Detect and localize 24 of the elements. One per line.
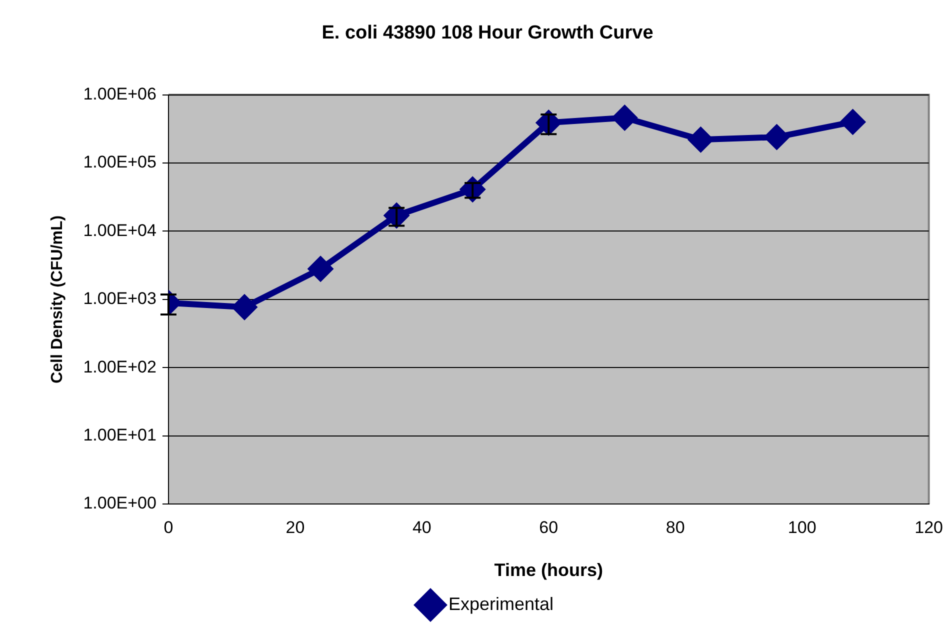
- point: [840, 110, 865, 134]
- x-tick-label: 80: [666, 518, 685, 537]
- x-axis-title: Time (hours): [494, 560, 603, 580]
- x-tick-label: 20: [286, 518, 305, 537]
- chart-title: E. coli 43890 108 Hour Growth Curve: [322, 22, 654, 44]
- x-tick-label: 0: [164, 518, 174, 537]
- x-tick-label: 120: [914, 518, 944, 537]
- point: [688, 128, 713, 152]
- y-tick-label: 1.00E+03: [83, 289, 156, 308]
- point: [232, 295, 256, 320]
- point: [764, 125, 789, 150]
- y-tick-label: 1.00E+06: [83, 84, 156, 104]
- x-tick-label: 40: [412, 518, 432, 537]
- point: [612, 106, 637, 130]
- x-tick-label: 60: [539, 518, 558, 537]
- y-tick-label: 1.00E+04: [83, 220, 156, 240]
- point: [308, 256, 333, 281]
- y-tick-label: 1.00E+01: [83, 425, 156, 444]
- y-axis-title: Cell Density (CFU/mL): [49, 215, 66, 384]
- legend-label: Experimental: [448, 594, 554, 614]
- y-tick-label: 1.00E+02: [83, 357, 156, 376]
- y-tick-label: 1.00E+05: [83, 152, 156, 172]
- x-tick-label: 100: [788, 518, 816, 537]
- y-tick-label: 1.00E+00: [83, 494, 156, 513]
